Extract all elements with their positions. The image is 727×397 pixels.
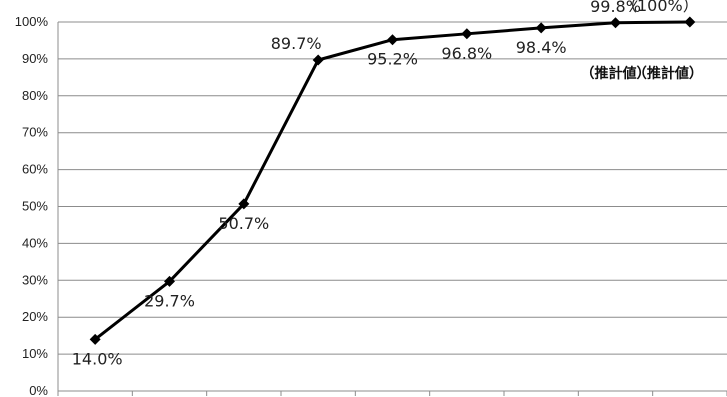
y-tick-label: 100%	[15, 14, 49, 29]
data-label: 89.7%	[271, 34, 322, 53]
y-tick-label: 0%	[29, 383, 48, 397]
data-label: 95.2%	[367, 50, 418, 69]
axes	[57, 22, 727, 396]
data-labels: 14.0% 29.7% 50.7% 89.7% 95.2% 96.8% 98.4% 99.8%…	[72, 0, 699, 368]
data-label: （100%）	[621, 0, 699, 15]
y-tick-label: 90%	[22, 51, 48, 66]
annotations: （推計値）（推計値）	[581, 65, 703, 82]
data-point-marker	[461, 28, 473, 40]
data-point-marker	[535, 22, 547, 34]
data-point-marker	[89, 333, 101, 345]
data-label: 50.7%	[218, 214, 269, 233]
y-tick-label: 30%	[22, 272, 48, 287]
y-tick-label: 10%	[22, 346, 48, 361]
data-label: 99.8%	[590, 0, 641, 16]
y-tick-label: 60%	[22, 162, 48, 177]
data-point-marker	[387, 34, 398, 46]
data-point-marker	[164, 275, 175, 287]
data-label: 96.8%	[441, 44, 492, 63]
data-point-marker	[238, 198, 250, 210]
series-line	[89, 16, 696, 345]
y-axis-tick-labels: 0% 10% 20% 30% 40% 50% 60% 70% 80% 90% 100%	[15, 14, 49, 397]
annotation-label: （推計値）	[633, 65, 703, 82]
data-label: 98.4%	[516, 38, 567, 57]
annotation-label: （推計値）	[581, 65, 651, 82]
data-label: 29.7%	[144, 291, 195, 310]
y-tick-label: 40%	[22, 235, 48, 250]
y-tick-label: 50%	[22, 199, 48, 214]
data-point-marker	[312, 54, 324, 66]
y-tick-label: 70%	[22, 125, 48, 140]
y-tick-label: 20%	[22, 309, 48, 324]
y-tick-label: 80%	[22, 88, 48, 103]
data-point-marker	[684, 16, 696, 28]
data-label: 14.0%	[72, 349, 123, 368]
data-point-marker	[610, 17, 621, 29]
